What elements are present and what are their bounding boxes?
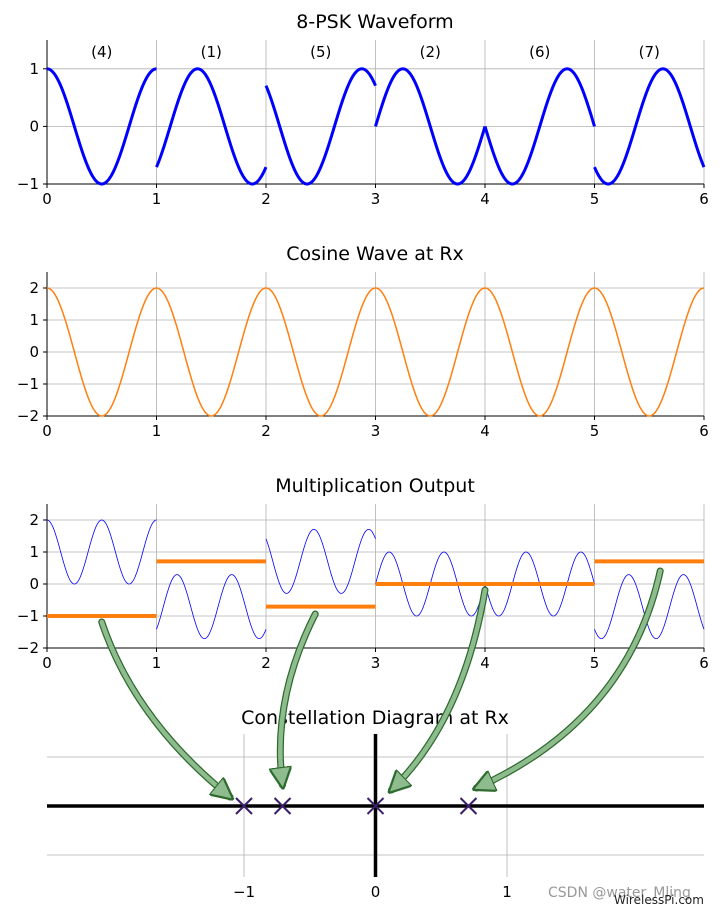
y-tick-label: −1 bbox=[17, 375, 39, 393]
cosine-grid bbox=[47, 272, 704, 416]
x-tick-label: 2 bbox=[261, 190, 271, 208]
symbol-label: (6) bbox=[529, 43, 550, 61]
y-tick-label: 0 bbox=[29, 343, 39, 361]
symbol-label: (2) bbox=[420, 43, 441, 61]
x-tick-label: 4 bbox=[480, 422, 490, 440]
constellation-tick-labels: −1 0 1 bbox=[233, 883, 512, 901]
y-tick-label: −2 bbox=[17, 639, 39, 657]
cosine-panel: Cosine Wave at Rx 0 1 2 3 4 5 6 −2 −1 0 1 2 bbox=[17, 243, 709, 440]
x-tick-label: 1 bbox=[152, 422, 162, 440]
constellation-x-tick-label: −1 bbox=[233, 883, 255, 901]
psk-panel: 8-PSK Waveform (4) (1) (5) (2) (6) (7) 0 1 2 3 4 5… bbox=[17, 11, 709, 208]
x-tick-label: 1 bbox=[152, 654, 162, 672]
y-tick-label: 0 bbox=[29, 575, 39, 593]
mapping-arrows bbox=[102, 571, 660, 797]
constellation-panel: Constellation Diagram at Rx −1 0 1 bbox=[47, 707, 704, 901]
x-tick-label: 6 bbox=[699, 422, 709, 440]
mapping-arrow bbox=[476, 571, 660, 788]
x-tick-label: 6 bbox=[699, 654, 709, 672]
x-tick-label: 0 bbox=[42, 190, 52, 208]
psk-axes bbox=[43, 40, 704, 188]
x-tick-label: 3 bbox=[371, 190, 381, 208]
mult-panel: Multiplication Output 0 1 2 3 4 5 6 −2 −1 0 1 2 bbox=[17, 475, 709, 672]
y-tick-label: 2 bbox=[29, 511, 39, 529]
psk-grid bbox=[47, 40, 704, 184]
constellation-x-tick-label: 0 bbox=[371, 883, 381, 901]
psk-tick-labels: 0 1 2 3 4 5 6−101 bbox=[17, 60, 709, 208]
x-tick-label: 3 bbox=[371, 654, 381, 672]
site-watermark: WirelessPi.com bbox=[614, 893, 704, 907]
x-tick-label: 2 bbox=[261, 422, 271, 440]
symbol-label: (4) bbox=[91, 43, 112, 61]
x-tick-label: 1 bbox=[152, 190, 162, 208]
x-tick-label: 0 bbox=[42, 654, 52, 672]
mult-title: Multiplication Output bbox=[275, 475, 475, 497]
cosine-axes bbox=[43, 272, 704, 420]
x-tick-label: 5 bbox=[590, 422, 600, 440]
x-tick-label: 4 bbox=[480, 190, 490, 208]
x-tick-label: 5 bbox=[590, 654, 600, 672]
y-tick-label: −1 bbox=[17, 607, 39, 625]
x-tick-label: 0 bbox=[42, 422, 52, 440]
constellation-x-tick-label: 1 bbox=[502, 883, 512, 901]
y-tick-label: 1 bbox=[29, 543, 39, 561]
cosine-title: Cosine Wave at Rx bbox=[286, 243, 464, 265]
symbol-label: (5) bbox=[310, 43, 331, 61]
y-tick-label: 1 bbox=[29, 60, 39, 78]
y-tick-label: −1 bbox=[17, 175, 39, 193]
x-tick-label: 3 bbox=[371, 422, 381, 440]
mapping-arrow bbox=[280, 614, 315, 785]
mult-grid bbox=[47, 504, 704, 648]
y-tick-label: 0 bbox=[29, 117, 39, 135]
symbol-label: (1) bbox=[201, 43, 222, 61]
psk-title: 8-PSK Waveform bbox=[296, 11, 453, 33]
y-tick-label: 2 bbox=[29, 279, 39, 297]
mult-axes bbox=[43, 504, 704, 652]
x-tick-label: 4 bbox=[480, 654, 490, 672]
x-tick-label: 6 bbox=[699, 190, 709, 208]
x-tick-label: 5 bbox=[590, 190, 600, 208]
x-tick-label: 2 bbox=[261, 654, 271, 672]
mapping-arrow bbox=[392, 590, 486, 790]
symbol-label: (7) bbox=[639, 43, 660, 61]
y-tick-label: −2 bbox=[17, 407, 39, 425]
y-tick-label: 1 bbox=[29, 311, 39, 329]
